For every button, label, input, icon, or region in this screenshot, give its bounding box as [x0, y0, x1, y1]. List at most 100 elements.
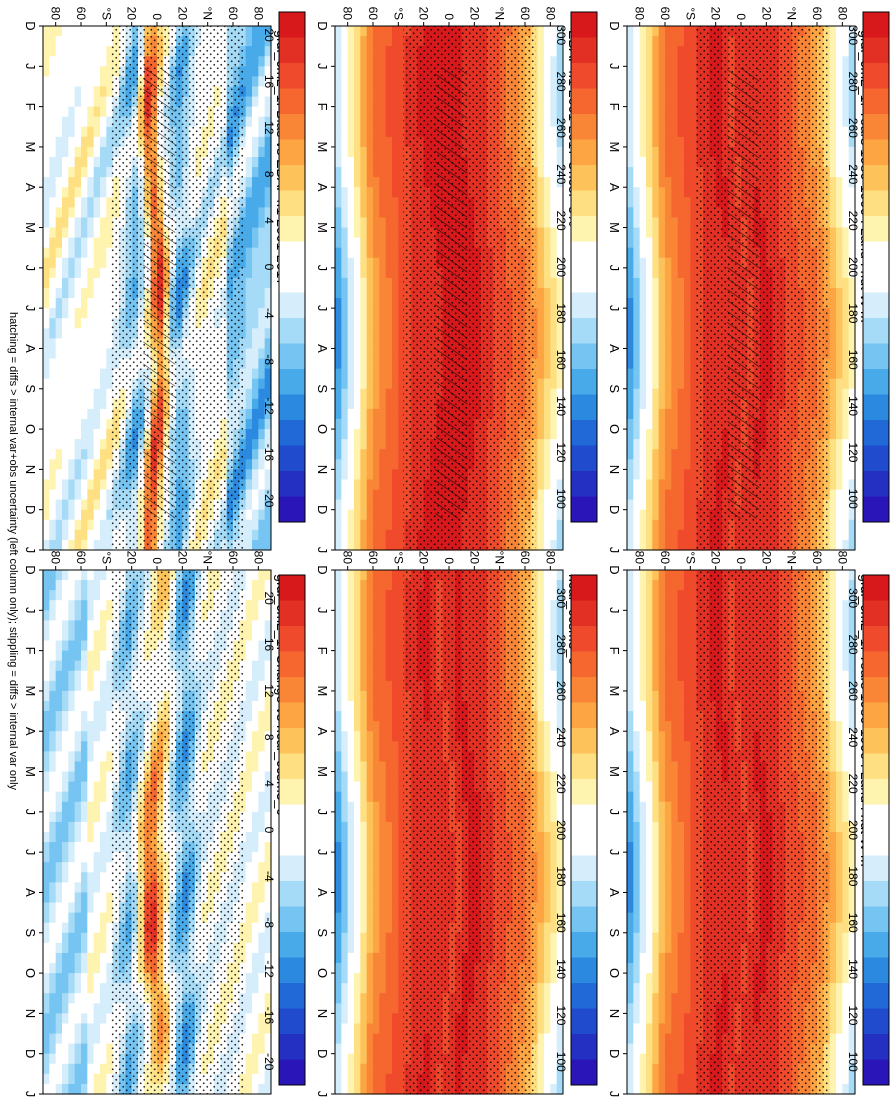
heatmap-cell [372, 217, 379, 228]
heatmap-cell [341, 137, 348, 148]
heatmap-cell [658, 177, 665, 188]
heatmap-cell [391, 479, 398, 490]
heatmap-cell [87, 107, 94, 118]
heatmap-cell [835, 56, 842, 67]
heatmap-cell [264, 318, 271, 329]
heatmap-cell [379, 318, 386, 329]
heatmap-cell [835, 137, 842, 148]
heatmap-cell [245, 338, 252, 349]
heatmap-cell [537, 127, 544, 138]
heatmap-cell [360, 338, 367, 349]
heatmap-cell [835, 228, 842, 239]
heatmap-cell [347, 207, 354, 218]
heatmap-cell [258, 278, 265, 289]
heatmap-cell [353, 510, 360, 521]
heatmap-cell [379, 389, 386, 400]
heatmap-cell [93, 268, 100, 279]
heatmap-cell [683, 439, 690, 450]
heatmap-cell [543, 117, 550, 128]
heatmap-cell [74, 187, 81, 198]
heatmap-cell [245, 107, 252, 118]
heatmap-cell [366, 530, 373, 541]
heatmap-cell [245, 56, 252, 67]
heatmap-cell [543, 379, 550, 390]
heatmap-cell [537, 197, 544, 208]
heatmap-cell [537, 348, 544, 359]
heatmap-cell [74, 26, 81, 37]
heatmap-cell [251, 107, 258, 118]
heatmap-cell [341, 429, 348, 440]
heatmap-cell [664, 308, 671, 319]
x-tick-label: M [315, 222, 330, 233]
heatmap-cell [347, 187, 354, 198]
x-tick-label: N [315, 465, 330, 474]
heatmap-cell [68, 288, 75, 299]
heatmap-cell [677, 26, 684, 37]
heatmap-cell [633, 66, 640, 77]
heatmap-cell [360, 530, 367, 541]
heatmap-cell [664, 359, 671, 370]
heatmap-cell [49, 137, 56, 148]
heatmap-cell [353, 258, 360, 269]
heatmap-cell [835, 530, 842, 541]
heatmap-cell [68, 318, 75, 329]
heatmap-cell [842, 197, 849, 208]
heatmap-cell [677, 469, 684, 480]
heatmap-cell [671, 107, 678, 118]
heatmap-cell [671, 500, 678, 511]
heatmap-cell [639, 238, 646, 249]
heatmap-cell [645, 97, 652, 108]
heatmap-cell [360, 238, 367, 249]
heatmap-cell [341, 359, 348, 370]
heatmap-cell [639, 117, 646, 128]
heatmap-cell [251, 36, 258, 47]
heatmap-cell [55, 107, 62, 118]
heatmap-cell [366, 359, 373, 370]
heatmap-cell [391, 187, 398, 198]
heatmap-cell [664, 127, 671, 138]
x-tick-label: J [315, 547, 330, 554]
heatmap-cell [80, 318, 87, 329]
heatmap-cell [379, 399, 386, 410]
heatmap-cell [93, 248, 100, 259]
heatmap-cell [671, 308, 678, 319]
heatmap-cell [80, 248, 87, 259]
heatmap-cell [341, 419, 348, 430]
heatmap-cell [49, 207, 56, 218]
heatmap-cell [829, 56, 836, 67]
heatmap-cell [848, 520, 855, 531]
heatmap-cell [543, 127, 550, 138]
heatmap-cell [55, 217, 62, 228]
heatmap-cell [264, 107, 271, 118]
heatmap-cell [341, 328, 348, 339]
heatmap-cell [49, 26, 56, 37]
heatmap-cell [671, 379, 678, 390]
heatmap-cell [633, 117, 640, 128]
heatmap-cell [347, 389, 354, 400]
hatching [727, 68, 759, 519]
heatmap-cell [61, 107, 68, 118]
heatmap-cell [74, 56, 81, 67]
heatmap-cell [99, 107, 106, 118]
heatmap-cell [677, 107, 684, 118]
heatmap-cell [372, 26, 379, 37]
heatmap-cell [385, 298, 392, 309]
heatmap-cell [391, 540, 398, 551]
heatmap-cell [49, 157, 56, 168]
heatmap-cell [848, 369, 855, 380]
heatmap-cell [353, 520, 360, 531]
heatmap-cell [677, 258, 684, 269]
heatmap-cell [543, 510, 550, 521]
heatmap-cell [87, 248, 94, 259]
heatmap-cell [639, 500, 646, 511]
heatmap-cell [68, 328, 75, 339]
heatmap-cell [543, 36, 550, 47]
heatmap-cell [391, 217, 398, 228]
heatmap-cell [366, 540, 373, 551]
heatmap-cell [341, 36, 348, 47]
heatmap-cell [683, 228, 690, 239]
heatmap-cell [537, 167, 544, 178]
heatmap-cell [652, 429, 659, 440]
heatmap-cell [645, 177, 652, 188]
